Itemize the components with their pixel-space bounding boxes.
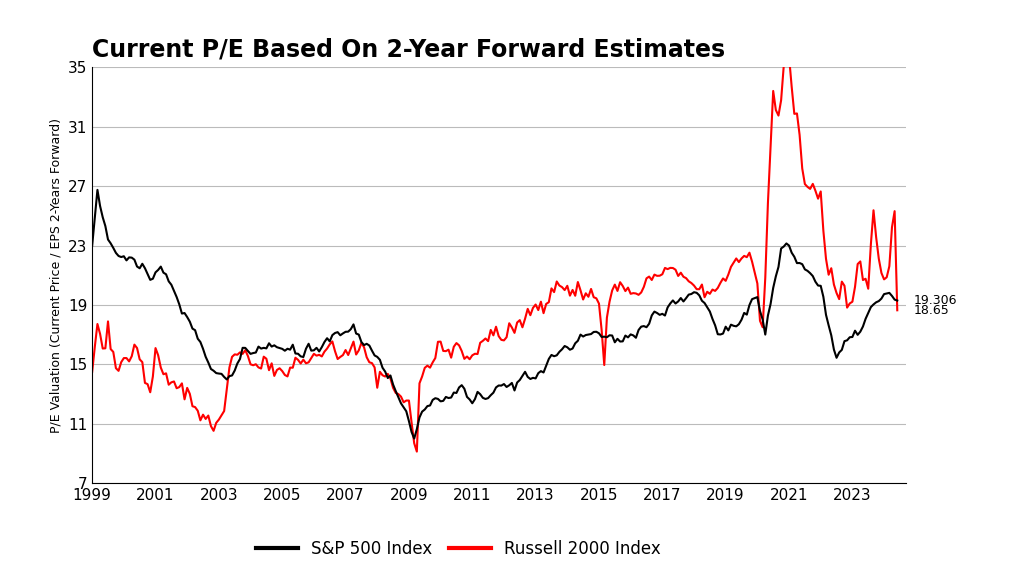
S&P 500 Index: [408, 435, 420, 442]
Russell 2000 Index: [369, 364, 381, 371]
S&P 500 Index: [347, 321, 359, 328]
S&P 500 Index: [891, 297, 903, 304]
Text: 19.306: 19.306: [913, 294, 956, 307]
Russell 2000 Index: [783, 53, 796, 60]
S&P 500 Index: [648, 308, 660, 315]
S&P 500 Index: [371, 353, 383, 360]
Legend: S&P 500 Index, Russell 2000 Index: S&P 500 Index, Russell 2000 Index: [250, 533, 668, 562]
Text: Current P/E Based On 2-Year Forward Estimates: Current P/E Based On 2-Year Forward Esti…: [92, 37, 725, 61]
S&P 500 Index: [86, 242, 98, 249]
Russell 2000 Index: [802, 184, 814, 191]
Text: 18.65: 18.65: [913, 304, 949, 317]
Russell 2000 Index: [891, 307, 903, 314]
S&P 500 Index: [675, 294, 687, 301]
S&P 500 Index: [802, 268, 814, 274]
S&P 500 Index: [91, 187, 103, 193]
Russell 2000 Index: [466, 352, 478, 359]
Russell 2000 Index: [672, 273, 684, 279]
Russell 2000 Index: [645, 277, 657, 283]
Russell 2000 Index: [86, 369, 98, 375]
Russell 2000 Index: [411, 448, 423, 455]
S&P 500 Index: [469, 396, 481, 402]
Russell 2000 Index: [345, 345, 357, 352]
Line: S&P 500 Index: S&P 500 Index: [92, 190, 897, 438]
Y-axis label: P/E Valuation (Current Price / EPS 2-Years Forward): P/E Valuation (Current Price / EPS 2-Yea…: [49, 118, 62, 433]
Line: Russell 2000 Index: Russell 2000 Index: [92, 56, 897, 452]
